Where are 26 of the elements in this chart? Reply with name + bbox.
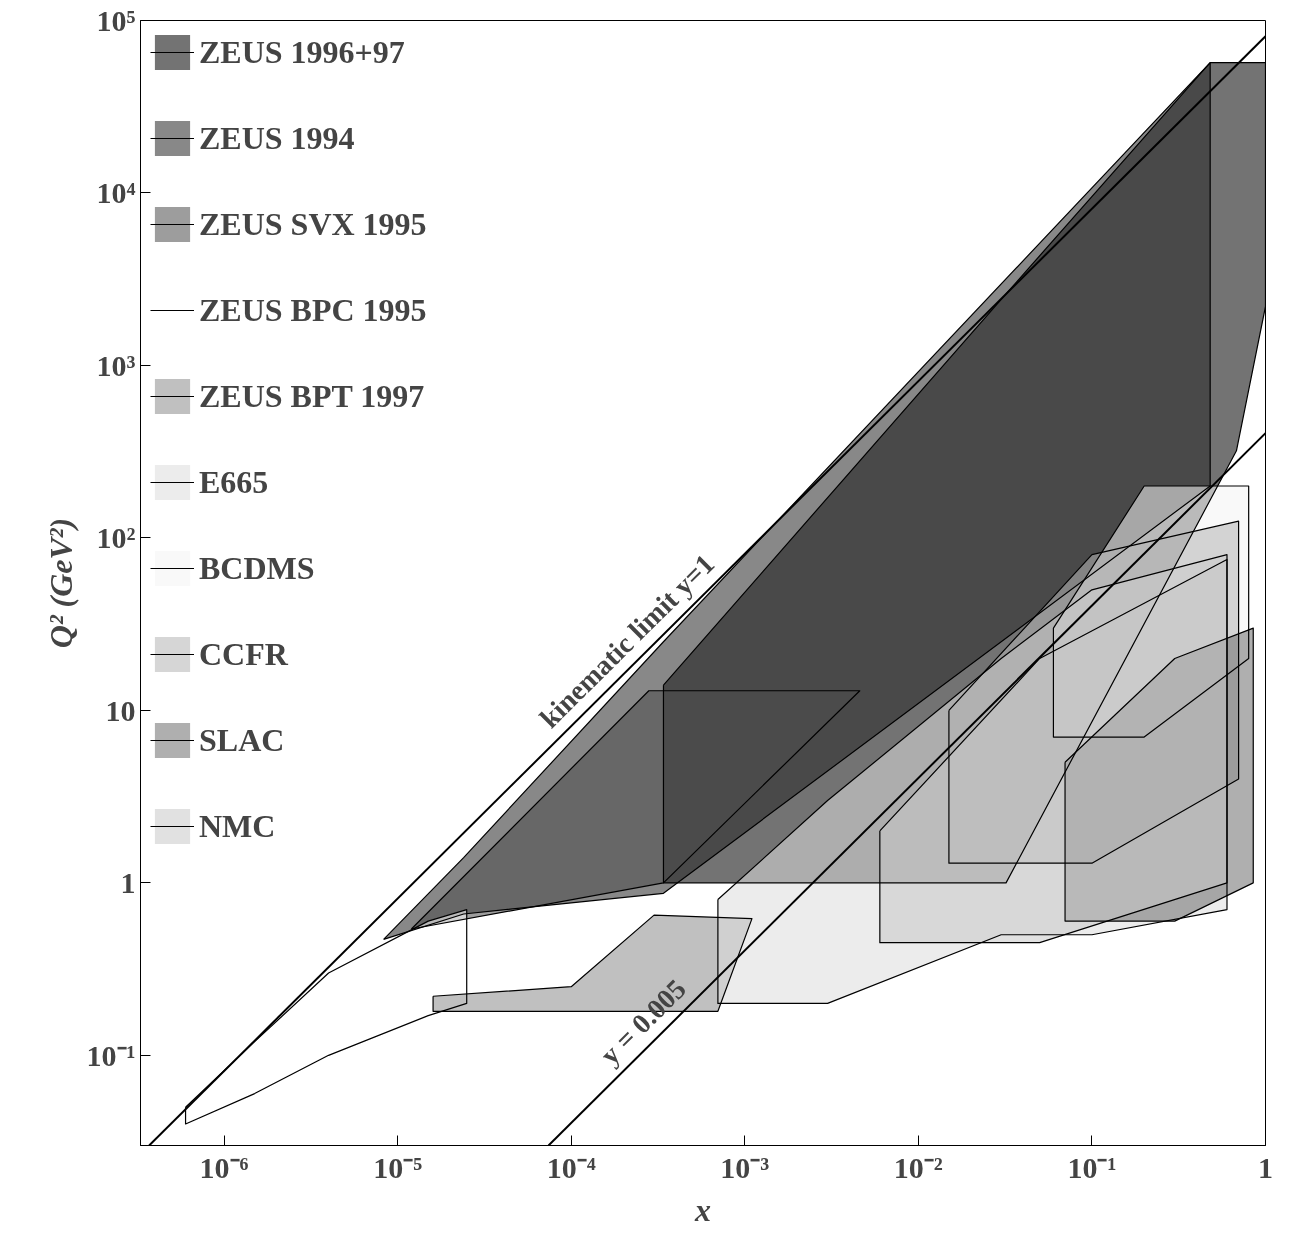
legend-label: CCFR <box>199 634 288 674</box>
legend-label: BCDMS <box>199 548 315 588</box>
x-tick-label: 10⁻² <box>893 1150 943 1184</box>
legend-label: E665 <box>199 462 269 502</box>
y-tick-label: 10⁵ <box>96 4 136 37</box>
legend-label: SLAC <box>199 720 285 760</box>
y-tick-label: 10 <box>105 693 136 727</box>
legend-label: ZEUS BPC 1995 <box>199 290 427 330</box>
x-tick-label: 10⁻¹ <box>1067 1150 1117 1184</box>
x-tick-label: 10⁻⁴ <box>546 1150 596 1184</box>
y-axis-title: Q² (GeV²) <box>42 517 79 649</box>
y-tick-label: 1 <box>120 866 136 900</box>
legend-label: ZEUS SVX 1995 <box>199 204 427 244</box>
y-tick-label: 10² <box>96 521 136 555</box>
y-tick-label: 10³ <box>96 348 136 382</box>
legend-label: ZEUS 1994 <box>199 118 355 158</box>
legend-label: NMC <box>199 806 276 846</box>
legend-label: ZEUS 1996+97 <box>199 32 405 72</box>
x-tick-label: 1 <box>1258 1150 1273 1184</box>
y-tick-label: 10⁴ <box>96 176 136 210</box>
x-axis-title: x <box>694 1191 711 1228</box>
y-tick-label: 10⁻¹ <box>86 1038 136 1072</box>
x-tick-label: 10⁻⁵ <box>373 1150 423 1184</box>
legend-label: ZEUS BPT 1997 <box>199 376 425 416</box>
x-tick-label: 10⁻³ <box>720 1150 770 1184</box>
x-tick-label: 10⁻⁶ <box>199 1150 249 1184</box>
